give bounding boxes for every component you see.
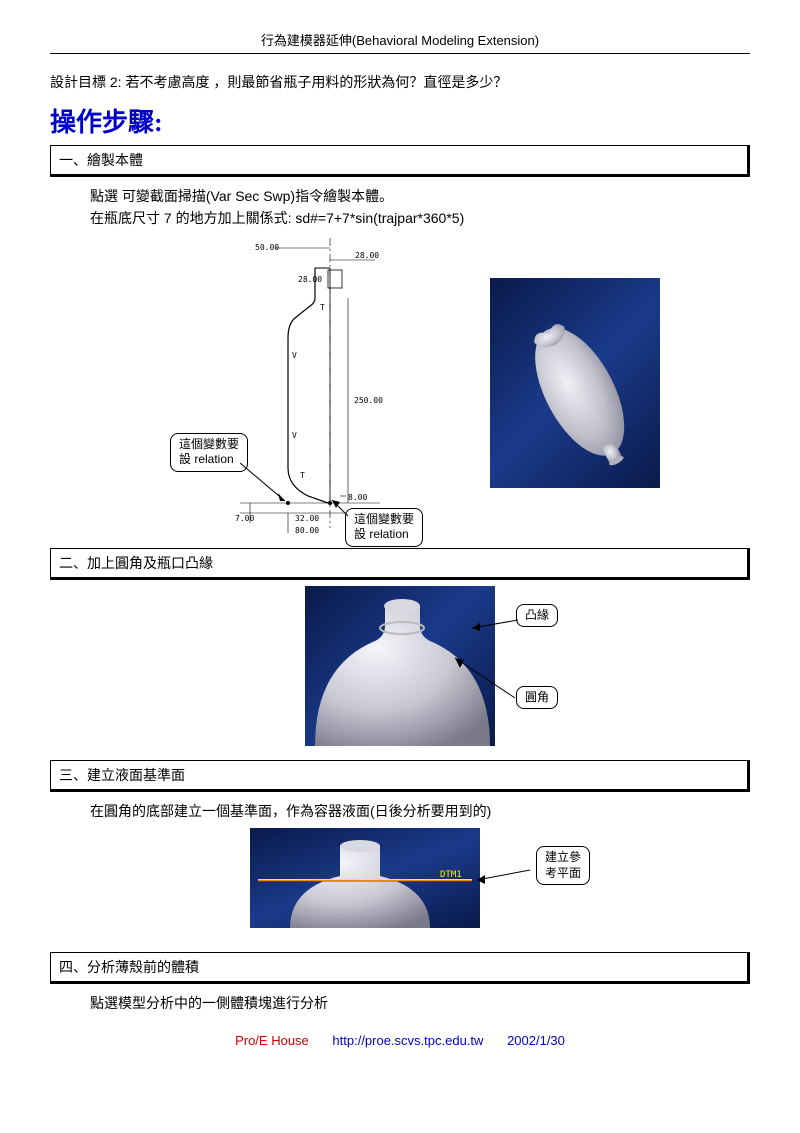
- technical-drawing: 50.00 28.00 28.00 250.00 V V: [180, 238, 460, 538]
- svg-text:T: T: [320, 303, 325, 312]
- page-header: 行為建模器延伸(Behavioral Modeling Extension): [50, 30, 750, 54]
- dim-32: 32.00: [295, 514, 319, 523]
- page-footer: Pro/E House http://proe.scvs.tpc.edu.tw …: [50, 1033, 750, 1048]
- svg-text:T: T: [300, 471, 305, 480]
- section1-header: 一、繪製本體: [50, 145, 750, 177]
- design-goal-text: 設計目標 2: 若不考慮高度 ，則最節省瓶子用料的形狀為何？直徑是多少？: [50, 72, 750, 92]
- dim-250: 250.00: [354, 396, 383, 405]
- dim-50: 50.00: [255, 243, 279, 252]
- section3-header: 三、建立液面基準面: [50, 760, 750, 792]
- section1-line2: 在瓶底尺寸 7 的地方加上關係式: sd#=7+7*sin(trajpar*36…: [90, 207, 750, 229]
- dim-80: 80.00: [295, 526, 319, 535]
- section1-body: 點選 可變截面掃描(Var Sec Swp)指令繪製本體。 在瓶底尺寸 7 的地…: [50, 183, 750, 548]
- svg-text:V: V: [292, 431, 297, 440]
- footer-brand: Pro/E House: [235, 1033, 309, 1048]
- section3-body: 在圓角的底部建立一個基準面，作為容器液面(日後分析要用到的): [50, 798, 750, 952]
- callout-relation-1: 這個變數要 設 relation: [170, 433, 248, 472]
- bottle-render-1: [490, 278, 660, 488]
- section2-header: 二、加上圓角及瓶口凸緣: [50, 548, 750, 580]
- section3-line1: 在圓角的底部建立一個基準面，作為容器液面(日後分析要用到的): [90, 800, 750, 822]
- section1-line1: 點選 可變截面掃描(Var Sec Swp)指令繪製本體。: [90, 185, 750, 207]
- callout-round: 圓角: [516, 686, 558, 710]
- dim-28: 28.00: [355, 251, 379, 260]
- callout-datum-plane: 建立參 考平面: [536, 846, 590, 885]
- footer-date: 2002/1/30: [507, 1033, 565, 1048]
- callout-flange: 凸緣: [516, 604, 558, 628]
- dim-28b: 28.00: [298, 275, 322, 284]
- section2-figure: 凸緣 圓角: [250, 586, 550, 746]
- section4-body: 點選模型分析中的一側體積塊進行分析: [50, 990, 750, 1024]
- dtm-label: DTM1: [440, 870, 462, 880]
- steps-title: 操作步驟:: [50, 102, 750, 139]
- section4-line1: 點選模型分析中的一側體積塊進行分析: [90, 992, 750, 1014]
- section4-header: 四、分析薄殼前的體積: [50, 952, 750, 984]
- dim-7: 7.00: [235, 514, 254, 523]
- footer-url: http://proe.scvs.tpc.edu.tw: [332, 1033, 483, 1048]
- svg-text:V: V: [292, 351, 297, 360]
